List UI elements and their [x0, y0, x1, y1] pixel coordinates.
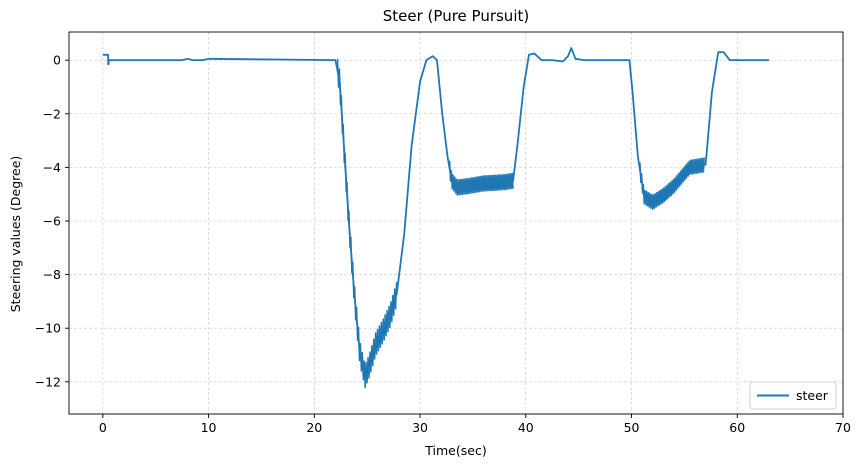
series-steer-oscillation	[448, 160, 514, 196]
legend-box	[749, 381, 837, 410]
legend-label-steer: steer	[796, 388, 829, 403]
x-tick-label: 70	[835, 420, 851, 435]
series-steer-line	[102, 47, 769, 378]
y-axis-ticks: 0 −2 −4 −6 −8 −10 −12	[35, 53, 69, 389]
x-tick-label: 20	[306, 420, 322, 435]
x-tick-label: 60	[729, 420, 745, 435]
x-tick-label: 40	[518, 420, 534, 435]
y-tick-label: −10	[35, 321, 61, 336]
y-tick-label: 0	[53, 53, 61, 68]
x-tick-label: 0	[99, 420, 107, 435]
series-steer-oscillation	[336, 58, 398, 389]
x-axis-ticks: 0 10 20 30 40 50 60 70	[99, 414, 851, 435]
legend: steer	[749, 381, 837, 410]
plot-lines	[102, 47, 769, 389]
grid	[69, 32, 844, 414]
y-tick-label: −8	[43, 267, 61, 282]
series-steer-oscillation	[639, 157, 705, 210]
x-axis-label: Time(sec)	[424, 443, 486, 458]
x-tick-label: 10	[201, 420, 217, 435]
plot-frame	[68, 31, 844, 415]
chart-title: Steer (Pure Pursuit)	[383, 7, 529, 25]
x-tick-label: 50	[624, 420, 640, 435]
y-tick-label: −6	[43, 213, 61, 228]
y-tick-label: −4	[43, 160, 61, 175]
x-tick-label: 30	[412, 420, 428, 435]
y-tick-label: −2	[43, 106, 61, 121]
y-axis-label: Steering values (Degree)	[8, 156, 23, 313]
y-tick-label: −12	[35, 374, 61, 389]
